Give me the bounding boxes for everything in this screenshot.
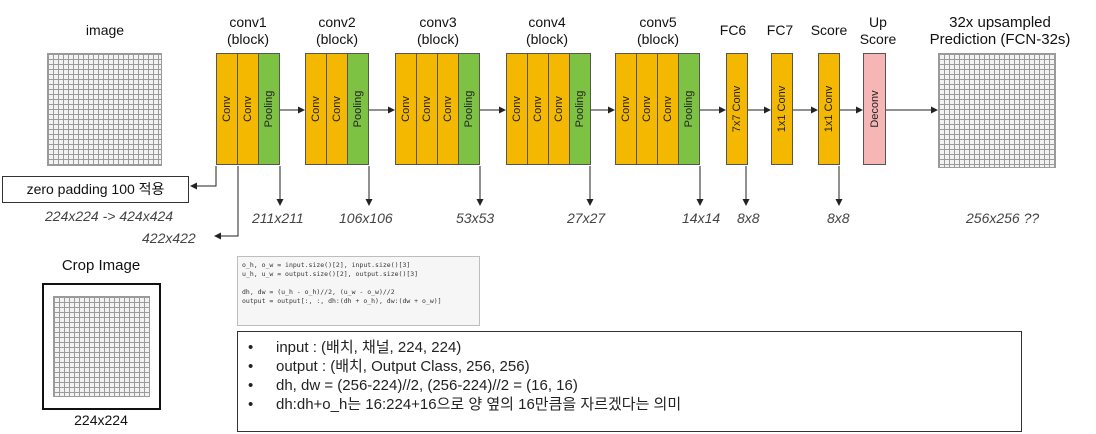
conv4-pooling: Pooling xyxy=(569,53,591,165)
header-upscore: Up Score xyxy=(859,14,897,47)
header-conv3: conv3 (block) xyxy=(416,14,459,47)
dim-prediction: 256x256 ?? xyxy=(966,210,1040,226)
header-conv4: conv4 (block) xyxy=(525,14,568,47)
dim-score: 8x8 xyxy=(827,210,850,226)
crop-image-grid xyxy=(53,296,150,397)
input-image-grid xyxy=(47,53,162,166)
code-snippet: o_h, o_w = input.size()[2], input.size()… xyxy=(237,256,480,326)
zero-padding-note: zero padding 100 적용 xyxy=(2,176,189,203)
dim-conv1-output: 422x422 xyxy=(142,230,196,246)
header-image: image xyxy=(85,22,125,38)
dim-conv3: 53x53 xyxy=(456,210,495,226)
header-fc6: FC6 xyxy=(719,22,747,38)
crop-image-frame xyxy=(42,283,161,410)
crop-image-size: 224x224 xyxy=(74,412,128,428)
prediction-image-grid xyxy=(938,53,1056,168)
fc7-block: 1x1 Conv xyxy=(771,53,793,165)
crop-image-title: Crop Image xyxy=(61,257,141,274)
header-conv2: conv2 (block) xyxy=(315,14,358,47)
conv3-pooling: Pooling xyxy=(458,53,480,165)
conv1-pooling: Pooling xyxy=(258,53,280,165)
conv2-pooling: Pooling xyxy=(347,53,369,165)
dim-conv4: 27x27 xyxy=(567,210,606,226)
header-prediction: 32x upsampled Prediction (FCN-32s) xyxy=(929,14,1071,48)
list-item: • output : (배치, Output Class, 256, 256) xyxy=(248,358,530,375)
list-item: • input : (배치, 채널, 224, 224) xyxy=(248,339,462,356)
explanation-list: • input : (배치, 채널, 224, 224) • output : (배… xyxy=(237,331,1022,432)
header-score: Score xyxy=(810,22,848,38)
list-item: • dh:dh+o_h는 16:224+16으로 양 옆의 16만큼을 자르겠다는… xyxy=(248,396,682,413)
deconv-block: Deconv xyxy=(863,53,886,165)
list-item: • dh, dw = (256-224)//2, (256-224)//2 = (… xyxy=(248,377,578,394)
score-block: 1x1 Conv xyxy=(818,53,840,165)
dim-padding: 224x224 -> 424x424 xyxy=(45,208,174,224)
dim-fc: 8x8 xyxy=(737,210,760,226)
dim-conv2: 106x106 xyxy=(339,210,393,226)
header-fc7: FC7 xyxy=(766,22,794,38)
dim-conv5: 14x14 xyxy=(682,210,721,226)
conv5-pooling: Pooling xyxy=(678,53,700,165)
fc6-block: 7x7 Conv xyxy=(726,53,748,165)
dim-conv1: 211x211 xyxy=(252,210,304,226)
header-conv1: conv1 (block) xyxy=(226,14,269,47)
header-conv5: conv5 (block) xyxy=(636,14,679,47)
